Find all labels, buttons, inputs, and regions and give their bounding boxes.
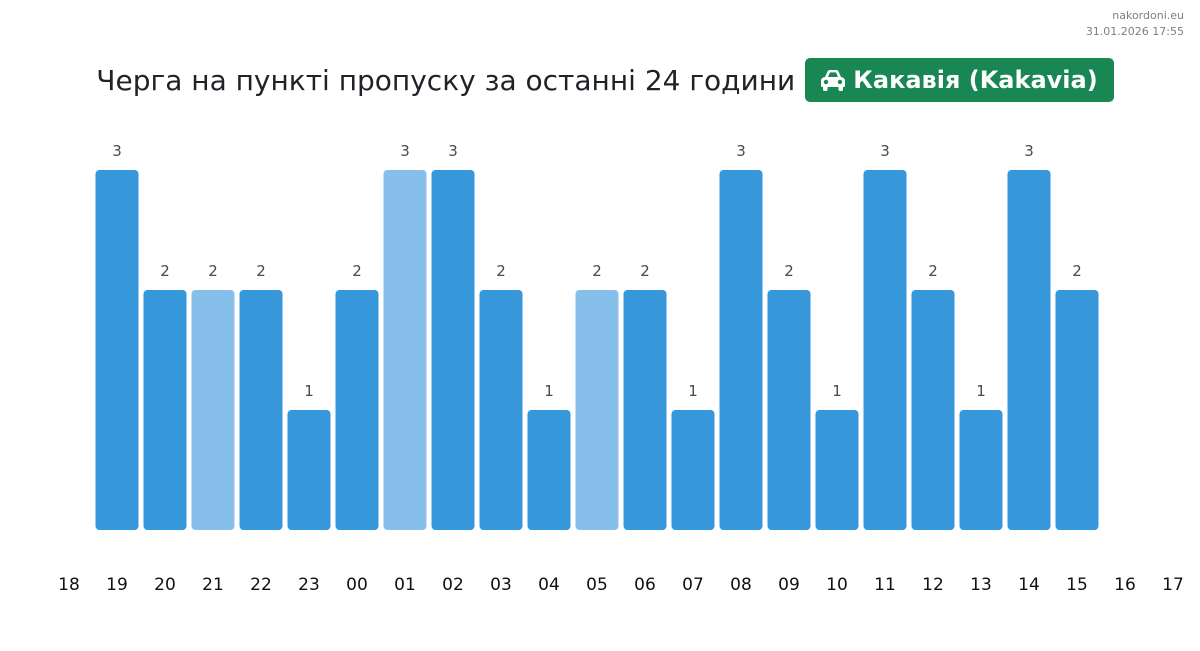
site-info: nakordoni.eu 31.01.2026 17:55 — [1086, 8, 1184, 40]
bar-20[interactable] — [143, 290, 187, 530]
bar-value-label: 1 — [304, 382, 314, 400]
bar-value-label: 2 — [256, 262, 266, 280]
bar-value-label: 2 — [160, 262, 170, 280]
bar-02[interactable] — [431, 170, 475, 530]
bar-value-label: 1 — [976, 382, 986, 400]
bar-value-label: 2 — [592, 262, 602, 280]
bar-value-label: 2 — [496, 262, 506, 280]
chart-title: Черга на пункті пропуску за останні 24 г… — [96, 63, 796, 97]
x-tick-label: 11 — [874, 575, 896, 595]
bar-06[interactable] — [623, 290, 667, 530]
badge-label: Какавія (Kakavia) — [853, 66, 1098, 94]
x-tick-label: 01 — [394, 575, 416, 595]
bar-11[interactable] — [863, 170, 907, 530]
bar-07[interactable] — [671, 410, 715, 530]
bar-value-label: 2 — [352, 262, 362, 280]
x-tick-label: 02 — [442, 575, 464, 595]
x-tick-label: 17 — [1162, 575, 1184, 595]
x-tick-label: 13 — [970, 575, 992, 595]
x-tick-label: 15 — [1066, 575, 1088, 595]
bar-03[interactable] — [479, 290, 523, 530]
bar-value-label: 2 — [1072, 262, 1082, 280]
x-tick-label: 22 — [250, 575, 272, 595]
bar-19[interactable] — [95, 170, 139, 530]
bar-23[interactable] — [287, 410, 331, 530]
bar-value-label: 3 — [1024, 142, 1034, 160]
x-tick-label: 14 — [1018, 575, 1040, 595]
bar-21[interactable] — [191, 290, 235, 530]
bar-value-label: 3 — [880, 142, 890, 160]
x-tick-label: 06 — [634, 575, 656, 595]
bar-04[interactable] — [527, 410, 571, 530]
x-tick-label: 21 — [202, 575, 224, 595]
x-tick-label: 12 — [922, 575, 944, 595]
bar-13[interactable] — [959, 410, 1003, 530]
checkpoint-badge[interactable]: Какавія (Kakavia) — [805, 58, 1114, 102]
timestamp: 31.01.2026 17:55 — [1085, 25, 1184, 38]
x-tick-label: 09 — [778, 575, 800, 595]
bar-value-label: 2 — [640, 262, 650, 280]
x-tick-label: 03 — [490, 575, 512, 595]
bar-15[interactable] — [1055, 290, 1099, 530]
x-tick-label: 04 — [538, 575, 560, 595]
x-tick-label: 05 — [586, 575, 608, 595]
x-tick-label: 08 — [730, 575, 752, 595]
bar-value-label: 3 — [736, 142, 746, 160]
bar-value-label: 3 — [448, 142, 458, 160]
x-tick-label: 18 — [58, 575, 80, 595]
bar-22[interactable] — [239, 290, 283, 530]
bar-08[interactable] — [719, 170, 763, 530]
car-icon — [819, 68, 847, 92]
bar-value-label: 3 — [112, 142, 122, 160]
x-tick-label: 00 — [346, 575, 368, 595]
x-tick-label: 10 — [826, 575, 848, 595]
bar-value-label: 1 — [832, 382, 842, 400]
bar-00[interactable] — [335, 290, 379, 530]
bar-09[interactable] — [767, 290, 811, 530]
bar-value-label: 2 — [784, 262, 794, 280]
x-tick-label: 23 — [298, 575, 320, 595]
bar-value-label: 2 — [208, 262, 218, 280]
site-name: nakordoni.eu — [1112, 9, 1184, 22]
x-tick-label: 20 — [154, 575, 176, 595]
bar-value-label: 1 — [544, 382, 554, 400]
bar-value-label: 1 — [688, 382, 698, 400]
bar-value-label: 3 — [400, 142, 410, 160]
x-tick-label: 07 — [682, 575, 704, 595]
bar-10[interactable] — [815, 410, 859, 530]
title-row: Черга на пункті пропуску за останні 24 г… — [10, 58, 1200, 102]
x-tick-label: 16 — [1114, 575, 1136, 595]
bar-01[interactable] — [383, 170, 427, 530]
bar-value-label: 2 — [928, 262, 938, 280]
bar-12[interactable] — [911, 290, 955, 530]
bar-14[interactable] — [1007, 170, 1051, 530]
x-tick-label: 19 — [106, 575, 128, 595]
bar-05[interactable] — [575, 290, 619, 530]
